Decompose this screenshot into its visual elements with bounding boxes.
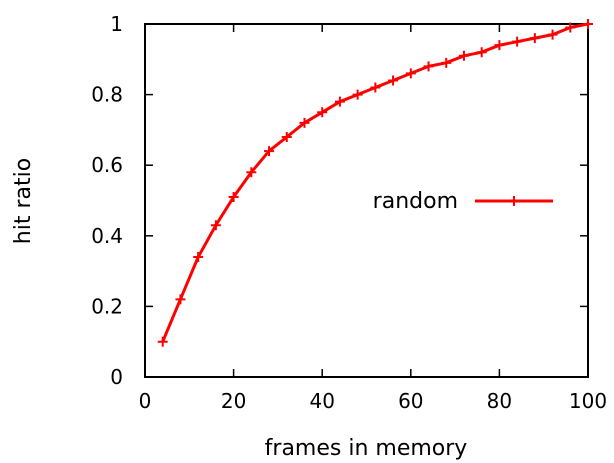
x-tick-label: 0 [139,389,152,413]
x-tick-label: 100 [569,389,607,413]
data-point [157,336,168,347]
x-tick-label: 20 [221,389,246,413]
series-layer [157,19,593,347]
data-point [565,22,576,33]
plot-frame [144,23,589,378]
legend: random [373,189,553,214]
data-point [281,131,292,142]
y-tick-label: 0.4 [91,224,123,248]
data-point [317,107,328,118]
axis-tick-labels: 0 20 40 60 80 100 0 0.2 0.4 0.6 0.8 1 [91,12,607,413]
data-point [512,36,523,47]
data-point [547,29,558,40]
data-point [458,50,469,61]
data-point [405,68,416,79]
y-tick-label: 0.8 [91,83,123,107]
x-axis-label: frames in memory [265,436,468,461]
data-point [583,19,593,29]
series-line-random [161,22,589,343]
y-tick-label: 0.2 [91,294,123,318]
data-point [441,57,452,68]
data-point [246,167,257,178]
legend-marker-random [509,196,519,206]
data-point [388,75,399,86]
data-point [423,61,434,72]
legend-label-random: random [373,189,458,214]
data-point [494,40,505,51]
x-tick-label: 60 [398,389,423,413]
y-tick-label: 0 [110,365,123,389]
y-tick-label: 0.6 [91,153,123,177]
x-tick-label: 40 [309,389,334,413]
y-axis-label: hit ratio [11,158,36,244]
data-point [264,146,275,157]
y-tick-label: 1 [110,12,123,36]
data-point [193,251,204,262]
data-point [299,117,310,128]
data-point [476,47,487,58]
x-tick-label: 80 [487,389,512,413]
data-point [370,82,381,93]
data-point [228,191,239,202]
data-point [334,96,345,107]
data-point [529,33,540,44]
data-point [210,220,221,231]
data-point [352,89,363,100]
data-point [175,294,186,305]
